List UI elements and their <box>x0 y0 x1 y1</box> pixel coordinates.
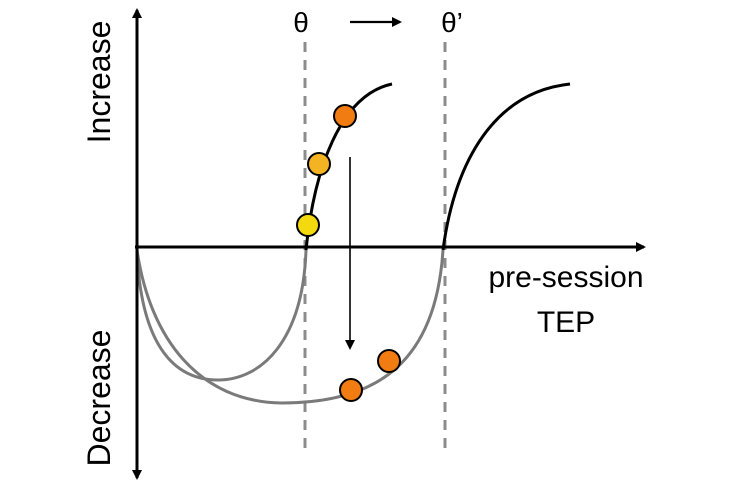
theta-label: θ <box>293 7 309 38</box>
dot-yellow <box>296 213 320 237</box>
dot-light-orange <box>307 152 331 176</box>
y-label-increase: Increase <box>81 21 117 144</box>
theta-prime-label: θ’ <box>441 7 463 38</box>
x-axis-label-line2: TEP <box>537 306 595 339</box>
dot-orange-lower-left <box>339 378 363 402</box>
gray-curve-theta-prime <box>135 249 445 405</box>
y-label-decrease: Decrease <box>81 330 117 467</box>
dot-orange-top <box>333 104 357 128</box>
black-curve-theta-prime <box>441 82 571 251</box>
dot-orange-lower-right <box>377 349 401 373</box>
x-axis-label-line1: pre-session <box>488 261 643 294</box>
gray-curve-theta <box>135 249 308 382</box>
